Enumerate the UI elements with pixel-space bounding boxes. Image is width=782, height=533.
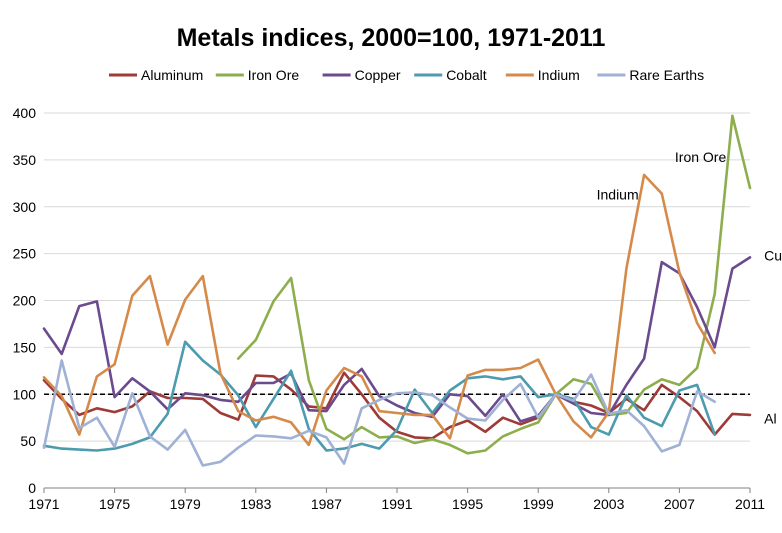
- annotation-al: Al: [764, 411, 776, 427]
- gridlines: [44, 112, 750, 442]
- x-tick-label-2011: 2011: [735, 496, 765, 512]
- legend-label-indium: Indium: [538, 67, 580, 83]
- x-tick-label-1995: 1995: [452, 496, 483, 512]
- x-tick-label-1975: 1975: [99, 496, 130, 512]
- series-line-iron-ore: [236, 114, 752, 455]
- y-tick-label-400: 400: [13, 105, 37, 121]
- x-tick-label-1979: 1979: [170, 496, 201, 512]
- y-tick-label-150: 150: [13, 339, 37, 355]
- y-tick-label-300: 300: [13, 199, 37, 215]
- x-tick-label-1983: 1983: [240, 496, 271, 512]
- y-tick-label-0: 0: [28, 480, 36, 496]
- series-group: [42, 114, 752, 467]
- annotation-indium: Indium: [597, 187, 639, 203]
- y-tick-label-250: 250: [13, 246, 37, 262]
- y-axis-ticks: 0 50 100 150 200 250 300 350 400: [13, 105, 37, 496]
- legend-label-aluminum: Aluminum: [141, 67, 203, 83]
- x-axis-ticks: 1971 1975 1979 1983 1987 1991 1995 1999 2003 2007…: [28, 488, 765, 512]
- series-line-copper: [42, 256, 752, 423]
- y-tick-label-50: 50: [20, 433, 36, 449]
- x-tick-label-1991: 1991: [381, 496, 412, 512]
- series-line-rare-earths: [42, 359, 717, 467]
- series-line-cobalt: [42, 340, 717, 452]
- chart-title: Metals indices, 2000=100, 1971-2011: [177, 24, 606, 52]
- legend-label-rare-earths: Rare Earths: [629, 67, 704, 83]
- x-tick-label-1987: 1987: [311, 496, 342, 512]
- y-tick-label-100: 100: [13, 386, 37, 402]
- annotation-cu: Cu: [764, 248, 782, 264]
- annotation-iron-ore: Iron Ore: [675, 149, 727, 165]
- y-tick-label-200: 200: [13, 293, 37, 309]
- x-tick-label-2007: 2007: [664, 496, 695, 512]
- legend-label-iron-ore: Iron Ore: [248, 67, 300, 83]
- chart-legend: Aluminum Iron Ore Copper Cobalt Indium Rare E…: [109, 67, 704, 83]
- legend-label-cobalt: Cobalt: [446, 67, 487, 83]
- series-line-indium: [42, 173, 717, 447]
- legend-label-copper: Copper: [355, 67, 401, 83]
- annotations-group: Iron Ore Indium Cu Al: [597, 149, 782, 427]
- x-tick-label-2003: 2003: [593, 496, 624, 512]
- y-tick-label-350: 350: [13, 152, 37, 168]
- x-tick-label-1971: 1971: [28, 496, 59, 512]
- x-tick-label-1999: 1999: [523, 496, 554, 512]
